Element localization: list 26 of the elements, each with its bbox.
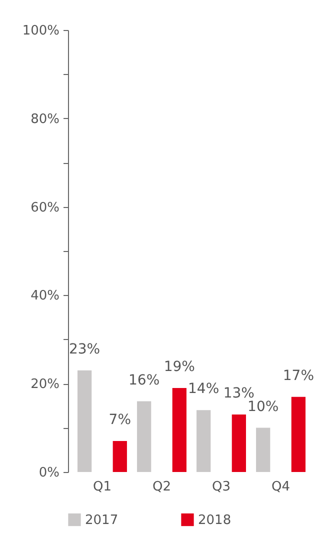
bar <box>232 414 246 472</box>
data-label: 19% <box>164 359 195 376</box>
bar <box>137 401 152 472</box>
y-tick-label: 100% <box>22 24 60 38</box>
x-tick-label: Q1 <box>92 480 112 494</box>
bar <box>112 441 127 472</box>
x-tick-label: Q3 <box>212 480 231 494</box>
x-tick-label: Q2 <box>152 480 171 494</box>
y-tick-label: 60% <box>30 200 60 216</box>
x-tick-label: Q4 <box>272 480 290 494</box>
y-tick-label: 40% <box>30 288 60 304</box>
data-label: 17% <box>282 368 314 384</box>
legend-label: 2017 <box>85 512 118 528</box>
bar <box>291 396 306 472</box>
data-label: 7% <box>108 412 131 428</box>
data-label: 16% <box>128 372 160 388</box>
y-tick-label: 80% <box>30 112 60 127</box>
y-tick-label: 20% <box>30 377 60 392</box>
data-label: 23% <box>68 341 100 358</box>
bar <box>196 410 211 472</box>
bar <box>77 370 92 472</box>
data-label: 14% <box>188 381 220 398</box>
y-tick-label: 0% <box>38 466 60 480</box>
bar <box>256 428 270 472</box>
legend-label: 2018 <box>198 512 232 528</box>
bar <box>172 388 186 472</box>
